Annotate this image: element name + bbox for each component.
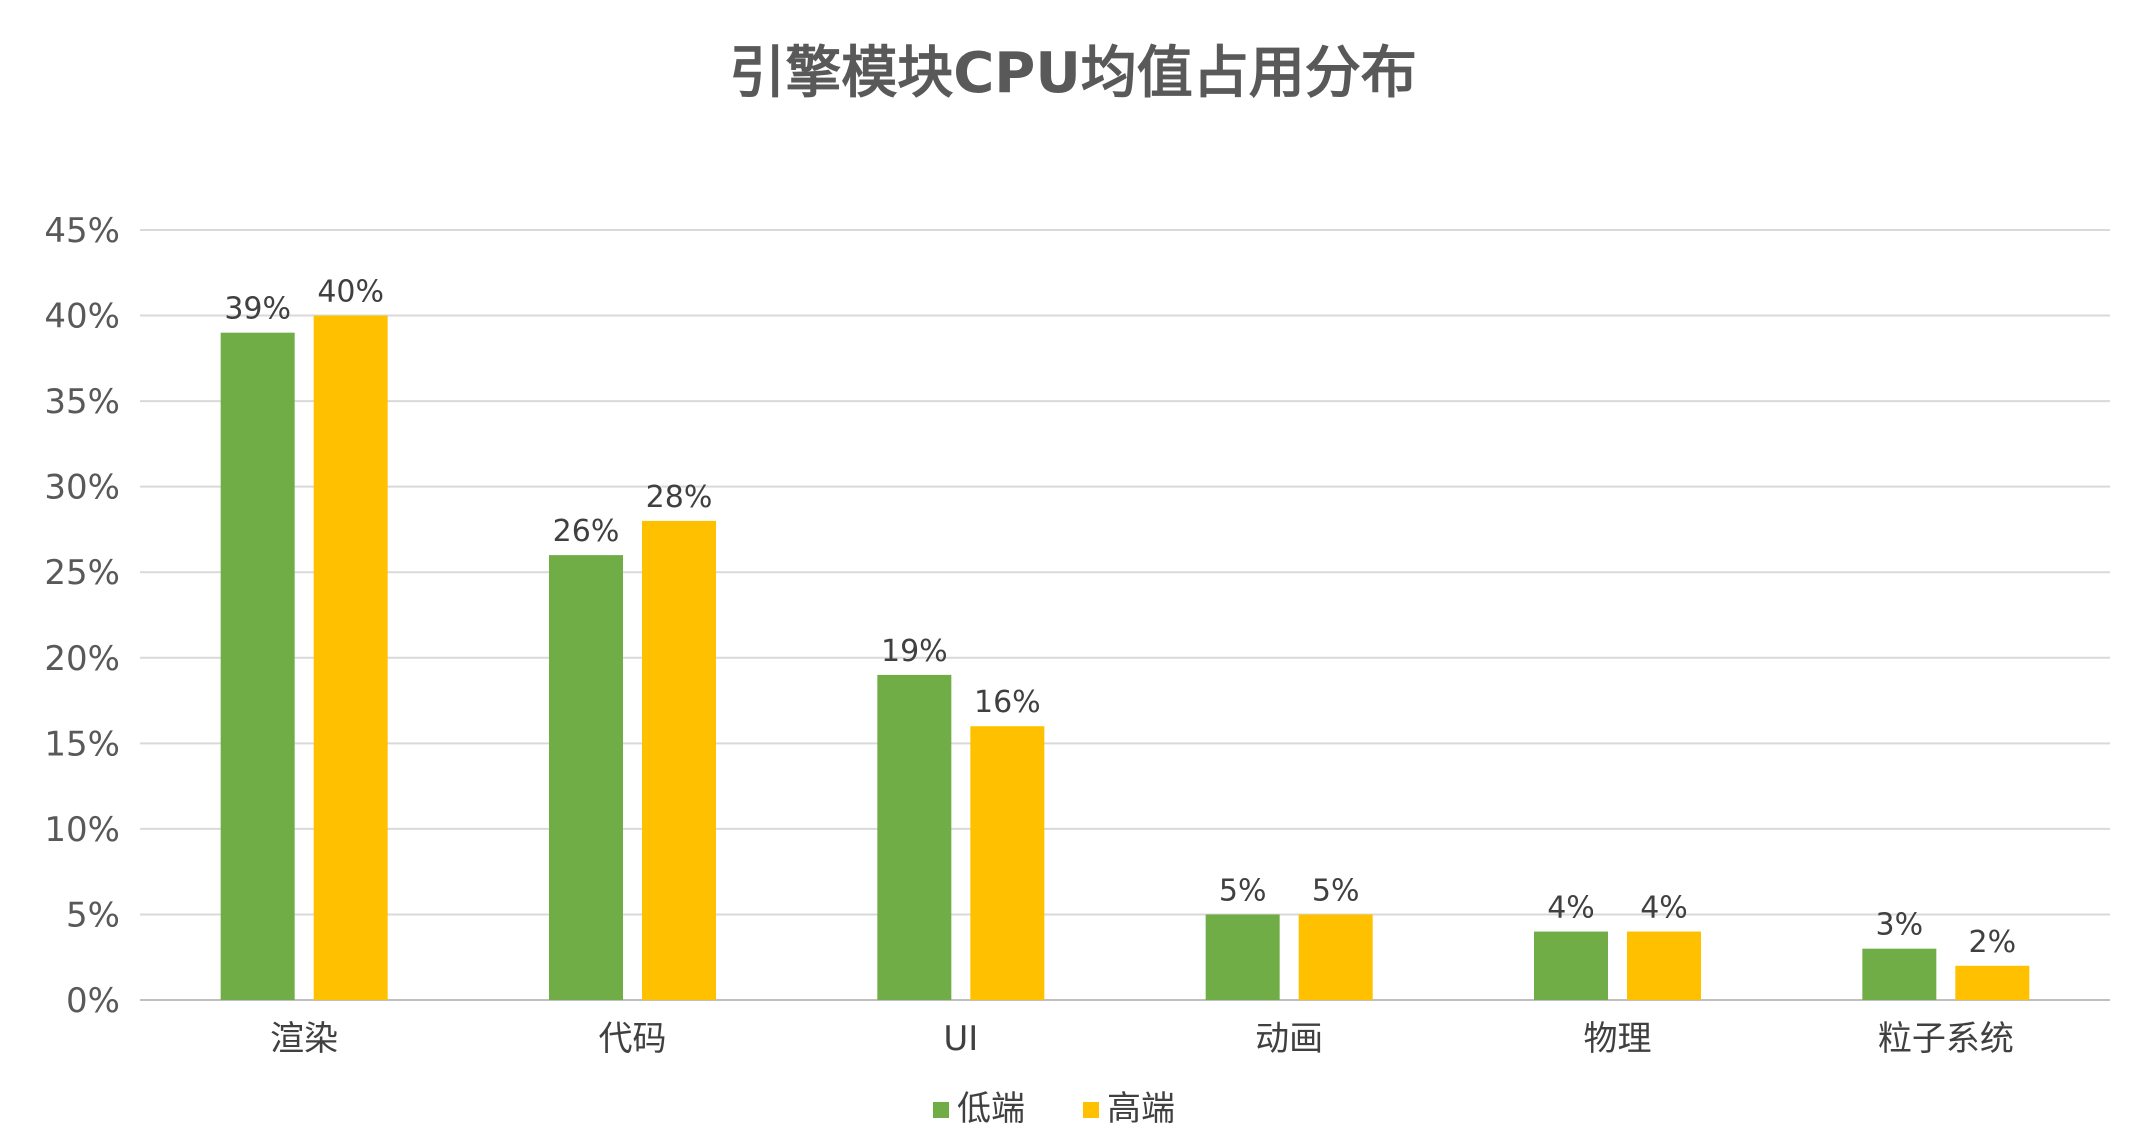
bar-low-3 (1205, 914, 1280, 1000)
y-axis-ticks: 0% 5% 10% 15% 20% 25% 30% 35% 40% 45% (44, 211, 120, 1021)
gridlines (140, 229, 2110, 1001)
data-label: 4% (1640, 891, 1688, 926)
bar-low-1 (549, 555, 623, 1000)
y-tick-label: 30% (44, 468, 120, 508)
data-labels: 39% 40% 26% 28% 19% 16% 5% 5% 4% 4% 3% 2% (224, 275, 2016, 960)
y-tick-label: 45% (44, 211, 120, 251)
y-tick-label: 35% (44, 382, 120, 422)
data-label: 3% (1876, 908, 1924, 943)
bar-low-2 (877, 674, 952, 1000)
y-tick-label: 15% (44, 724, 120, 764)
y-tick-label: 40% (44, 297, 120, 337)
legend-swatch (933, 1102, 949, 1118)
x-tick-label: UI (943, 1019, 978, 1059)
x-tick-label: 物理 (1584, 1019, 1652, 1059)
data-label: 4% (1547, 891, 1595, 926)
x-axis-ticks: 渲染 代码 UI 动画 物理 粒子系统 (270, 1019, 2014, 1059)
y-tick-label: 10% (44, 810, 120, 850)
data-label: 5% (1312, 873, 1360, 908)
data-label: 40% (317, 275, 384, 310)
data-label: 2% (1969, 925, 2017, 960)
y-tick-label: 25% (44, 553, 120, 593)
y-tick-label: 20% (44, 639, 120, 679)
data-label: 5% (1219, 873, 1267, 908)
bar-high-4 (1627, 931, 1701, 1000)
data-label: 16% (974, 685, 1041, 720)
chart-title: 引擎模块CPU均值占用分布 (729, 41, 1417, 106)
y-tick-label: 5% (66, 895, 120, 935)
bar-high-5 (1955, 965, 2030, 1000)
legend-label: 低端 (957, 1089, 1025, 1129)
x-tick-label: 渲染 (270, 1019, 338, 1059)
bar-low-4 (1534, 931, 1608, 1000)
data-label: 19% (881, 634, 948, 669)
bars (220, 315, 2030, 1001)
bar-low-0 (220, 332, 295, 1001)
y-tick-label: 0% (66, 981, 120, 1021)
legend-label: 高端 (1107, 1089, 1175, 1129)
bar-low-5 (1862, 948, 1937, 1000)
bar-high-2 (970, 726, 1045, 1000)
data-label: 26% (553, 514, 620, 549)
legend: 低端 高端 (933, 1089, 1175, 1129)
bar-high-3 (1298, 914, 1373, 1000)
bar-high-0 (313, 315, 388, 1000)
x-tick-label: 动画 (1255, 1019, 1323, 1059)
legend-swatch (1083, 1102, 1099, 1118)
data-label: 28% (646, 480, 713, 515)
data-label: 39% (224, 292, 291, 327)
x-tick-label: 粒子系统 (1878, 1019, 2014, 1059)
x-tick-label: 代码 (599, 1019, 667, 1059)
bar-high-1 (642, 520, 716, 1000)
